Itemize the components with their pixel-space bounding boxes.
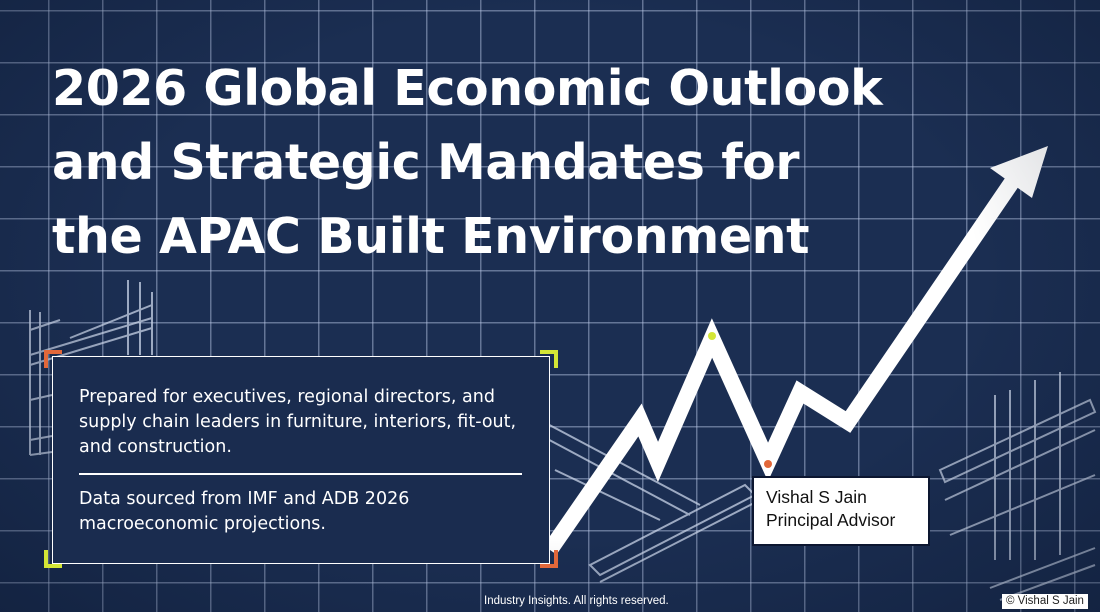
source-text: Data sourced from IMF and ADB 2026 macro…	[79, 489, 410, 534]
author-name: Vishal S Jain	[766, 487, 867, 507]
title-line-2: and Strategic Mandates for	[52, 134, 800, 191]
slide-title: 2026 Global Economic Outlook and Strateg…	[52, 52, 992, 274]
footer-text: Industry Insights. All rights reserved.	[484, 595, 669, 607]
copyright-watermark: © Vishal S Jain	[1002, 594, 1088, 609]
corner-bracket-bottom-right	[540, 550, 558, 568]
corner-bracket-top-right	[540, 350, 558, 368]
author-role: Principal Advisor	[766, 510, 896, 530]
title-line-1: 2026 Global Economic Outlook	[52, 60, 883, 117]
growth-arrow-icon	[543, 146, 1048, 555]
scaffolding-illustration	[29, 280, 153, 456]
corner-bracket-top-left	[44, 350, 62, 368]
audience-info-box: Prepared for executives, regional direct…	[52, 356, 550, 564]
corner-bracket-bottom-left	[44, 550, 62, 568]
audience-text: Prepared for executives, regional direct…	[79, 387, 517, 457]
title-line-3: the APAC Built Environment	[52, 208, 810, 265]
info-divider	[79, 473, 522, 475]
author-card: Vishal S Jain Principal Advisor	[752, 476, 930, 546]
